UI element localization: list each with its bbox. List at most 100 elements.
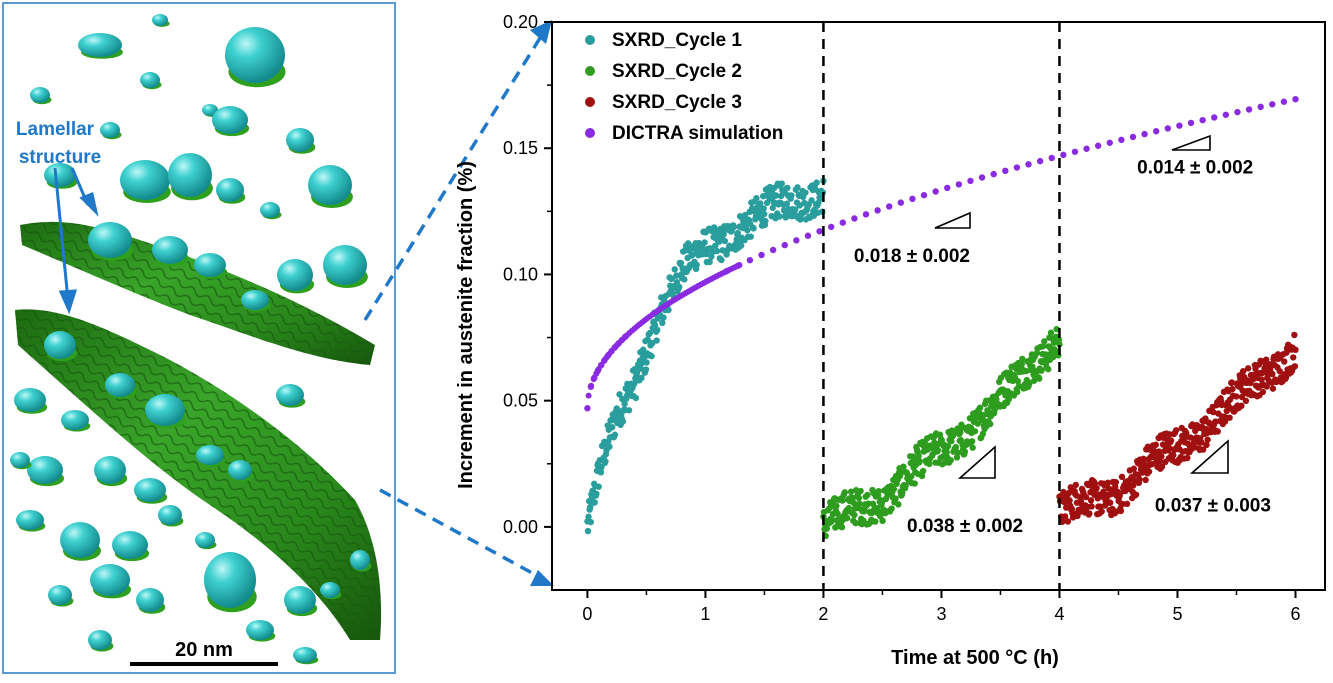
- data-point: [625, 407, 633, 414]
- data-point: [1210, 408, 1217, 416]
- simulation-point: [584, 405, 591, 412]
- simulation-point: [1187, 119, 1195, 127]
- data-point: [753, 195, 760, 202]
- legend-label: SXRD_Cycle 3: [612, 92, 742, 113]
- x-tick-label: 5: [1172, 604, 1182, 624]
- data-point: [762, 217, 769, 225]
- data-point: [1014, 377, 1021, 385]
- scale-bar-label: 20 nm: [175, 639, 233, 661]
- data-point: [587, 518, 594, 526]
- data-point: [971, 428, 979, 435]
- data-point: [760, 205, 767, 212]
- data-point: [1292, 346, 1299, 354]
- data-point: [660, 314, 667, 321]
- data-point: [756, 208, 763, 216]
- data-point: [1229, 385, 1236, 393]
- data-point: [593, 490, 600, 498]
- data-point: [761, 210, 768, 218]
- data-point: [681, 276, 688, 283]
- simulation-point: [1002, 167, 1009, 175]
- legend-label: SXRD_Cycle 1: [612, 30, 742, 51]
- y-tick-label: 0.00: [503, 517, 538, 537]
- data-point: [1112, 478, 1119, 486]
- data-point: [954, 449, 962, 456]
- data-point: [1187, 434, 1194, 441]
- data-point: [597, 469, 605, 476]
- simulation-point: [758, 251, 765, 259]
- data-point: [875, 487, 882, 495]
- data-point: [1076, 508, 1083, 516]
- data-point: [1203, 441, 1210, 449]
- apt-frame: [2, 2, 396, 674]
- data-point: [611, 431, 619, 438]
- data-point: [677, 259, 685, 267]
- data-point: [828, 516, 836, 523]
- data-point: [1238, 402, 1245, 410]
- data-point: [632, 394, 640, 402]
- data-point: [794, 184, 801, 191]
- data-point: [802, 189, 809, 196]
- data-point: [1118, 473, 1126, 481]
- data-point: [1184, 454, 1191, 462]
- simulation-point: [1083, 145, 1090, 152]
- simulation-point: [1257, 103, 1264, 111]
- data-point: [1269, 385, 1277, 392]
- data-point: [1263, 356, 1270, 363]
- data-point: [1072, 481, 1080, 489]
- data-point: [741, 211, 749, 219]
- data-point: [1204, 436, 1211, 443]
- data-point: [834, 510, 841, 517]
- slope-annotation: 0.037 ± 0.003: [1155, 496, 1271, 517]
- data-point: [919, 467, 927, 475]
- simulation-point: [769, 246, 777, 254]
- data-point: [1228, 379, 1236, 386]
- y-axis-label: Increment in austenite fraction (%): [455, 161, 477, 489]
- simulation-point: [588, 382, 595, 389]
- data-point: [734, 229, 742, 237]
- simulation-point: [955, 181, 963, 188]
- data-point: [926, 460, 933, 468]
- data-point: [976, 404, 984, 411]
- simulation-point: [804, 232, 812, 239]
- y-tick-label: 0.05: [503, 391, 538, 411]
- data-point: [1039, 343, 1047, 350]
- data-point: [1035, 375, 1043, 382]
- data-point: [808, 197, 815, 204]
- simulation-point: [967, 177, 974, 185]
- data-point: [713, 247, 721, 255]
- data-point: [1116, 492, 1123, 499]
- data-point: [1172, 427, 1180, 434]
- series-3: [1056, 331, 1299, 525]
- simulation-point: [590, 376, 597, 383]
- data-point: [703, 250, 710, 258]
- data-point: [1226, 414, 1233, 421]
- simulation-point: [839, 219, 846, 226]
- simulation-point: [1025, 161, 1032, 168]
- data-point: [838, 523, 846, 531]
- data-point: [896, 472, 904, 480]
- x-axis-label: Time at 500 °C (h): [891, 647, 1059, 669]
- data-point: [778, 180, 785, 187]
- data-point: [646, 329, 654, 337]
- data-point: [659, 319, 666, 327]
- data-point: [584, 527, 592, 535]
- data-point: [892, 495, 899, 502]
- data-point: [587, 503, 594, 511]
- data-point: [911, 480, 918, 487]
- data-point: [585, 513, 592, 520]
- lamellar-label-line1: Lamellar: [16, 119, 95, 140]
- data-point: [1104, 479, 1112, 487]
- data-point: [648, 352, 655, 360]
- data-point: [1044, 365, 1052, 373]
- data-point: [986, 420, 994, 428]
- data-point: [772, 192, 780, 199]
- data-point: [1155, 448, 1163, 455]
- data-point: [706, 258, 713, 266]
- data-point: [847, 488, 855, 495]
- slope-triangle: [957, 445, 996, 479]
- simulation-point: [1234, 108, 1241, 116]
- data-point: [1244, 365, 1252, 372]
- slope-annotation: 0.038 ± 0.002: [907, 516, 1023, 537]
- data-point: [918, 472, 926, 480]
